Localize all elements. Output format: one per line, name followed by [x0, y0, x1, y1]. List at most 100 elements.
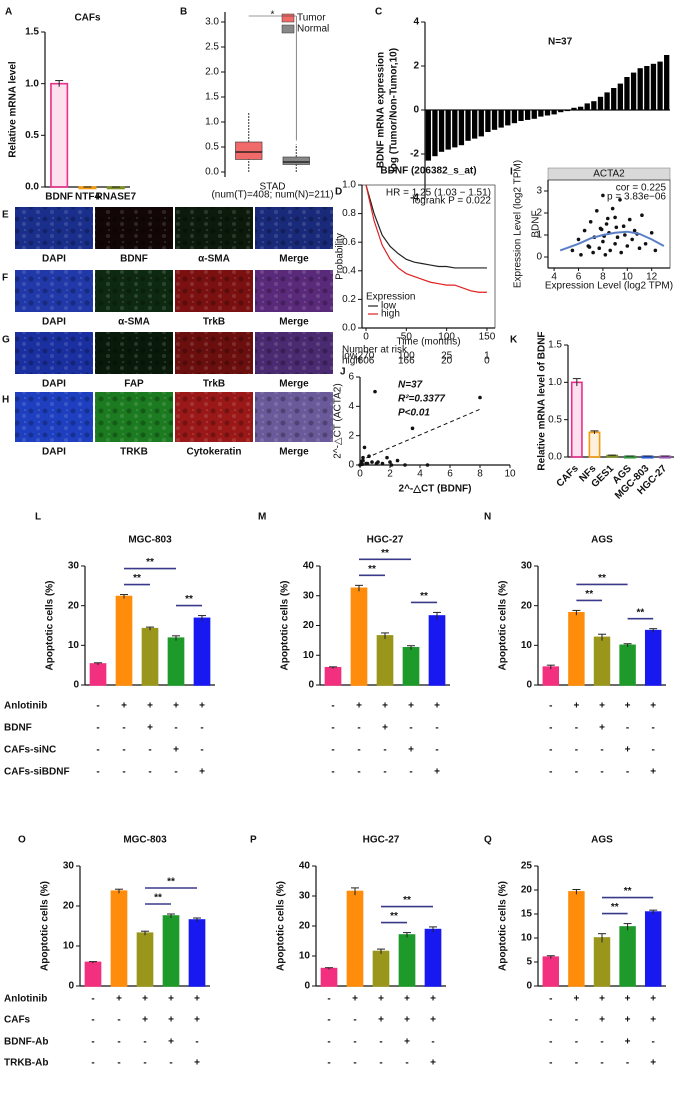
y-tick-label: 10 [521, 933, 533, 944]
bar [524, 110, 531, 120]
box [235, 141, 263, 160]
point [632, 228, 637, 233]
treatment-mark: - [122, 767, 125, 778]
bar-fill [594, 938, 610, 986]
risk-table-title: Number at risk [342, 345, 408, 356]
bar [491, 110, 498, 130]
chart-title: AGS [591, 835, 613, 846]
significance-label: ** [403, 895, 411, 906]
panel-letter: A [5, 7, 12, 18]
risk-row-label: high [342, 356, 361, 367]
bar-fill [425, 929, 441, 986]
bar [465, 110, 471, 141]
micrograph-texture [175, 392, 253, 442]
bar-fill [168, 638, 184, 685]
point [597, 246, 602, 250]
y-tick-label: 30 [68, 561, 80, 572]
significance-label: ** [368, 564, 376, 575]
treatment-mark: - [379, 1037, 382, 1048]
survival-curve [365, 184, 487, 293]
treatment-mark: - [96, 701, 99, 712]
panel-letter: K [510, 335, 518, 346]
treatment-mark: - [122, 723, 125, 734]
point [618, 198, 622, 202]
micrograph-texture [175, 332, 253, 374]
y-tick-label: 30 [299, 891, 311, 902]
x-tick-label: 8 [600, 272, 606, 283]
treatment-label: CAFs-siNC [4, 745, 56, 756]
bar [544, 110, 551, 116]
treatment-mark: + [382, 723, 388, 734]
significance-label: ** [624, 886, 632, 897]
point [608, 248, 613, 253]
y-tick-label: 20 [521, 600, 533, 611]
treatment-mark: + [650, 1015, 656, 1026]
y-tick-label: 20 [299, 921, 311, 932]
bar-fill [116, 596, 132, 685]
y-axis-label: log (Tumor/Non-Tumor,10) [389, 48, 400, 172]
point [637, 246, 642, 250]
panel-letter: L [35, 512, 41, 523]
bar-fill [189, 920, 205, 986]
point [601, 239, 605, 244]
treatment-mark: - [549, 723, 552, 734]
micrograph-texture [255, 332, 333, 374]
panel-letter: J [340, 367, 346, 378]
treatment-mark: + [650, 701, 656, 712]
treatment-mark: - [327, 1037, 330, 1048]
chart-title: ACTA2 [593, 169, 625, 180]
treatment-mark: - [600, 745, 603, 756]
bar-fill [543, 957, 559, 986]
bar-fill [90, 663, 106, 685]
risk-count: 166 [398, 356, 415, 367]
bar [630, 72, 637, 110]
treatment-mark: + [356, 701, 362, 712]
point [403, 463, 407, 467]
treatment-mark: - [353, 1037, 356, 1048]
treatment-mark: - [383, 767, 386, 778]
y-tick-label: 2 [536, 208, 542, 219]
y-tick-label: 2 [413, 61, 419, 72]
point [643, 242, 648, 246]
treatment-mark: + [121, 701, 127, 712]
y-tick-label: 1.5 [25, 27, 39, 38]
treatment-mark: + [116, 994, 122, 1005]
treatment-mark: + [599, 701, 605, 712]
y-tick-label: 0 [526, 680, 532, 691]
treatment-mark: - [91, 1015, 94, 1026]
treatment-mark: + [194, 1015, 200, 1026]
bar [624, 77, 630, 110]
treatment-label: TRKB-Ab [4, 1058, 48, 1069]
point [613, 215, 617, 220]
treatment-mark: - [96, 767, 99, 778]
y-axis-label: BDNF [531, 210, 542, 237]
treatment-mark: - [626, 767, 629, 778]
significance-label: ** [611, 902, 619, 913]
point [370, 460, 374, 464]
treatment-mark: - [652, 723, 655, 734]
y-tick-label: 0.8 [342, 208, 356, 219]
treatment-mark: + [404, 1037, 410, 1048]
treatment-mark: + [430, 1015, 436, 1026]
treatment-mark: - [549, 994, 552, 1005]
x-tick-label: 0 [357, 469, 363, 480]
bar [611, 88, 617, 110]
x-axis-label: 2^-△CT (BDNF) [399, 484, 472, 495]
treatment-mark: + [142, 1015, 148, 1026]
panel-letter: Q [484, 835, 492, 846]
legend-title: Expression [366, 292, 415, 303]
annotation: R²=0.3377 [398, 394, 445, 405]
bar-fill [624, 456, 635, 457]
treatment-mark: - [575, 1037, 578, 1048]
point [610, 206, 615, 211]
treatment-mark: - [357, 723, 360, 734]
bar-fill [347, 891, 363, 986]
treatment-mark: - [435, 723, 438, 734]
micrograph-texture [255, 207, 333, 249]
y-tick-label: 10 [63, 941, 75, 952]
treatment-mark: + [430, 994, 436, 1005]
bar-fill [429, 615, 445, 685]
y-tick-label: 20 [303, 620, 315, 631]
y-tick-label: 0.6 [342, 237, 356, 248]
